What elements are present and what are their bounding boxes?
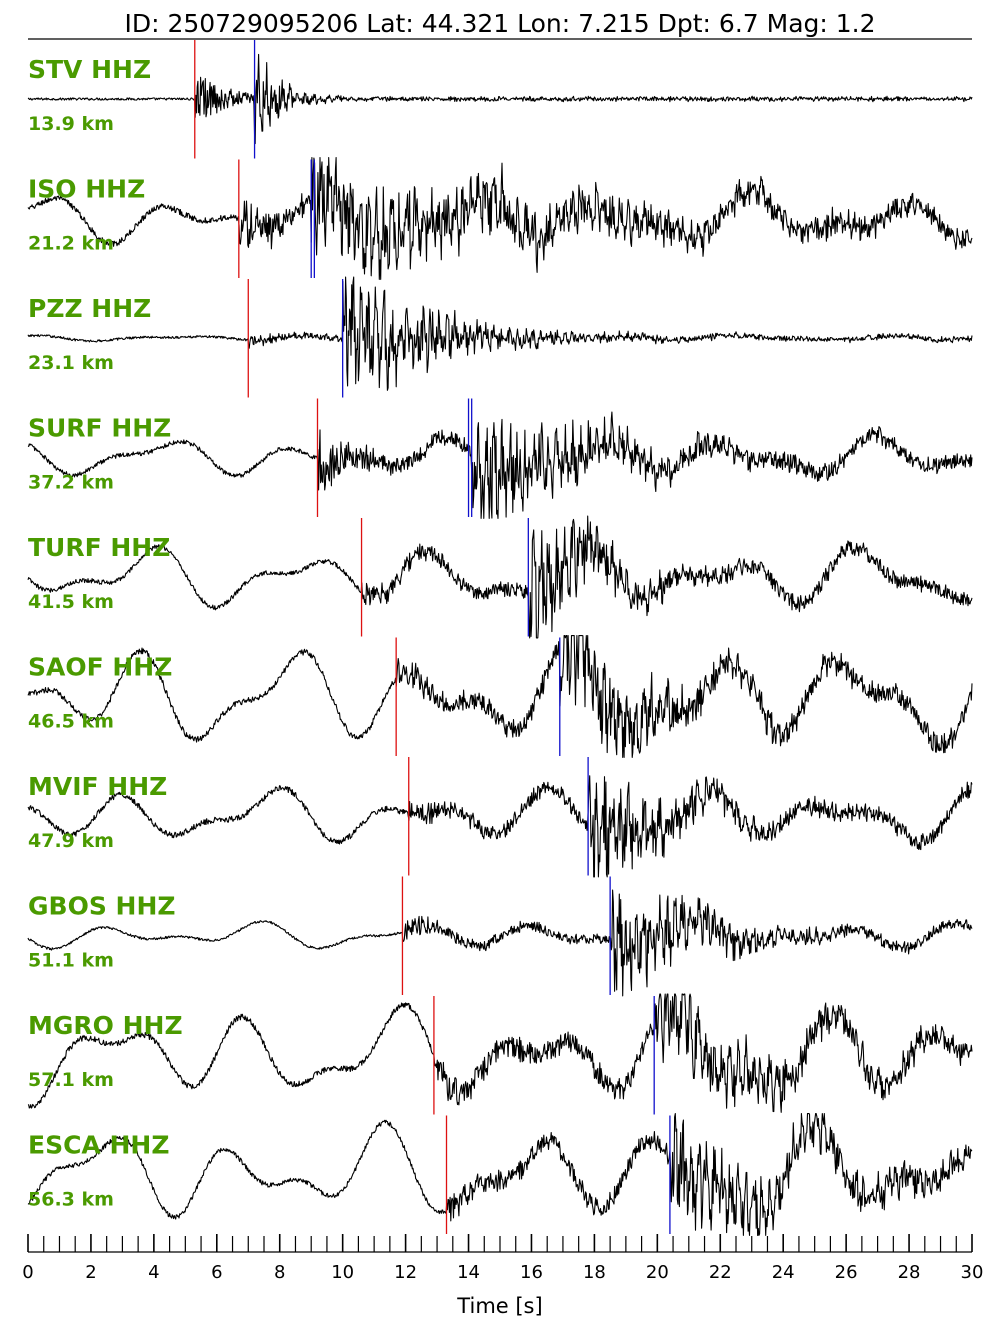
station-distance-label: 41.5 km [28, 591, 114, 613]
waveform-trace [27, 1113, 973, 1236]
waveform-trace [27, 889, 973, 997]
station-trace-group: ISO HHZ 21.2 km [27, 157, 973, 280]
station-distance-label: 13.9 km [28, 113, 114, 135]
station-trace-group: ESCA HHZ 56.3 km [27, 1113, 973, 1236]
station-trace-group: STV HHZ 13.9 km [27, 40, 973, 159]
plot-title: ID: 250729095206 Lat: 44.321 Lon: 7.215 … [124, 9, 875, 38]
station-trace-group: SAOF HHZ 46.5 km [27, 635, 973, 758]
station-trace-group: GBOS HHZ 51.1 km [27, 876, 973, 997]
waveform-trace [27, 635, 973, 758]
x-tick-label: 10 [331, 1262, 354, 1283]
station-trace-group: PZZ HHZ 23.1 km [27, 276, 973, 398]
time-axis: 0 2 4 6 8 10 12 14 16 18 20 22 24 26 28 30 [22, 1234, 983, 1283]
station-distance-label: 46.5 km [28, 711, 114, 733]
x-tick-label: 0 [22, 1262, 33, 1283]
x-tick-label: 22 [709, 1262, 732, 1283]
x-tick-label: 6 [211, 1262, 222, 1283]
station-distance-label: 51.1 km [28, 950, 114, 972]
station-name-label: GBOS HHZ [28, 892, 176, 921]
x-tick-label: 30 [961, 1262, 984, 1283]
waveform-trace [27, 993, 973, 1113]
station-distance-label: 37.2 km [28, 472, 114, 494]
waveform-trace [27, 157, 973, 280]
station-distance-label: 21.2 km [28, 233, 114, 255]
waveform-trace [27, 53, 973, 145]
x-tick-label: 16 [520, 1262, 543, 1283]
x-tick-label: 14 [457, 1262, 480, 1283]
x-tick-label: 8 [274, 1262, 285, 1283]
station-trace-group: MVIF HHZ 47.9 km [27, 757, 973, 878]
x-tick-label: 28 [898, 1262, 921, 1283]
trace-panel: STV HHZ 13.9 km ISO HHZ 21.2 km PZZ HHZ 23.1 … [27, 40, 973, 1236]
station-name-label: ISO HHZ [28, 175, 145, 204]
waveform-trace [27, 276, 973, 391]
station-name-label: SURF HHZ [28, 414, 171, 443]
station-distance-label: 57.1 km [28, 1069, 114, 1091]
x-tick-label: 20 [646, 1262, 669, 1283]
station-distance-label: 56.3 km [28, 1189, 114, 1211]
x-tick-label: 4 [148, 1262, 159, 1283]
station-name-label: MGRO HHZ [28, 1011, 183, 1040]
x-tick-label: 18 [583, 1262, 606, 1283]
station-name-label: ESCA HHZ [28, 1131, 169, 1160]
station-name-label: STV HHZ [28, 55, 151, 84]
station-trace-group: MGRO HHZ 57.1 km [27, 993, 973, 1115]
x-tick-label: 26 [835, 1262, 858, 1283]
waveform-trace [27, 411, 973, 519]
station-name-label: TURF HHZ [28, 533, 170, 562]
station-trace-group: TURF HHZ 41.5 km [27, 515, 973, 639]
x-tick-label: 2 [85, 1262, 96, 1283]
waveform-trace [27, 775, 973, 878]
x-axis-label: Time [s] [456, 1294, 542, 1318]
x-tick-label: 12 [394, 1262, 417, 1283]
station-name-label: SAOF HHZ [28, 653, 172, 682]
station-distance-label: 47.9 km [28, 830, 114, 852]
station-trace-group: SURF HHZ 37.2 km [27, 398, 973, 519]
x-tick-label: 24 [772, 1262, 795, 1283]
waveform-trace [27, 515, 973, 639]
station-name-label: PZZ HHZ [28, 294, 151, 323]
station-name-label: MVIF HHZ [28, 772, 167, 801]
station-distance-label: 23.1 km [28, 352, 114, 374]
